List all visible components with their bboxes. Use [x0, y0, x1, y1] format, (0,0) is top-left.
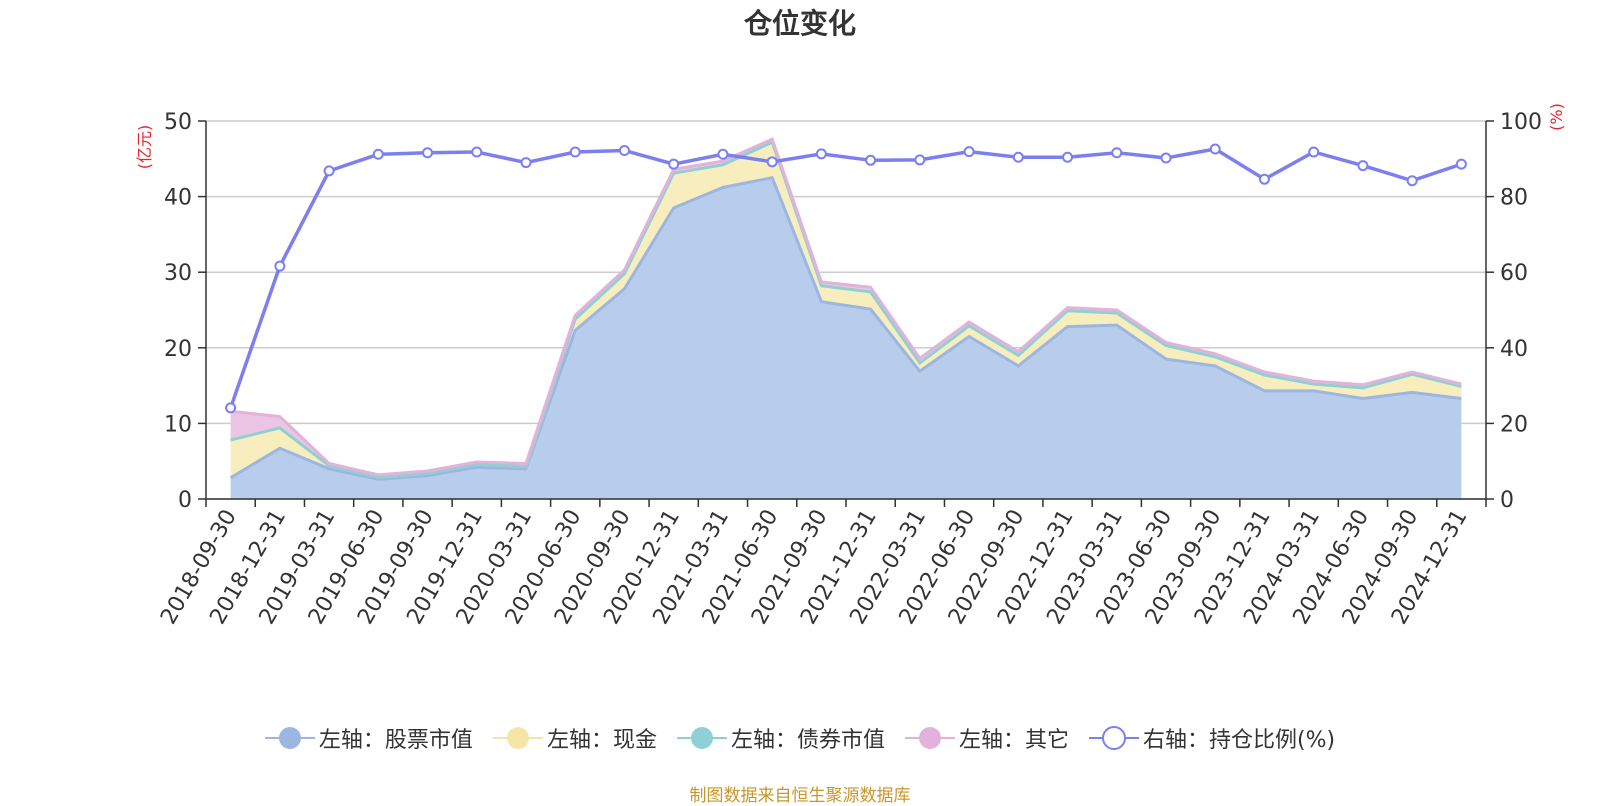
legend-circle-icon [904, 727, 955, 749]
position-ratio-point [865, 154, 877, 166]
right-tick-label: 60 [1500, 261, 1528, 286]
position-ratio-point [618, 144, 630, 156]
area-series-0 [230, 177, 1462, 499]
position-ratio-point [372, 148, 384, 160]
right-tick-label: 20 [1500, 412, 1528, 437]
legend-circle-icon [676, 727, 727, 749]
right-axis-unit: (%) [1547, 103, 1566, 131]
position-ratio-line [228, 147, 1462, 409]
position-ratio-point [569, 146, 581, 158]
position-ratio-point [471, 146, 483, 158]
right-tick-label: 40 [1500, 337, 1528, 362]
position-ratio-point [766, 156, 778, 168]
left-tick-label: 50 [164, 110, 192, 135]
position-ratio-point [422, 147, 434, 159]
legend-item[interactable]: 左轴：现金 [492, 722, 657, 754]
chart-title: 仓位变化 [743, 7, 856, 40]
legend-circle-icon [492, 727, 543, 749]
area-series-line-2 [230, 140, 1462, 479]
right-tick-label: 0 [1500, 488, 1514, 513]
position-ratio-point [1111, 147, 1123, 159]
legend-item[interactable]: 左轴：股票市值 [264, 722, 473, 754]
legend-label: 右轴：持仓比例(%) [1142, 728, 1336, 753]
position-ratio-point [1160, 152, 1172, 164]
legend-item[interactable]: 右轴：持仓比例(%) [1088, 722, 1336, 754]
legend-hollow-circle-icon [1088, 726, 1139, 750]
left-tick-label: 30 [164, 261, 192, 286]
source-note: 制图数据来自恒生聚源数据库 [689, 786, 911, 806]
legend-label: 左轴：债券市值 [730, 728, 885, 753]
area-series-line-0 [229, 175, 1462, 481]
legend: 左轴：股票市值 左轴：现金 左轴：债券市值 左轴：其它 右轴：持仓比例(%) [0, 722, 1600, 754]
position-ratio-point [1357, 160, 1369, 172]
position-ratio-point [520, 157, 532, 169]
position-ratio-point [323, 165, 335, 177]
position-ratio-point [815, 148, 827, 160]
legend-item[interactable]: 左轴：债券市值 [676, 722, 885, 754]
position-ratio-point [1209, 143, 1221, 155]
area-series-line-3 [230, 137, 1462, 477]
position-ratio-point [274, 260, 286, 272]
position-ratio-point [1308, 146, 1320, 158]
legend-label: 左轴：其它 [958, 728, 1069, 753]
legend-item[interactable]: 左轴：其它 [904, 722, 1069, 754]
position-ratio-point [963, 146, 975, 158]
position-ratio-point [225, 402, 237, 414]
right-tick-label: 100 [1500, 110, 1542, 135]
legend-label: 左轴：股票市值 [318, 728, 473, 753]
position-ratio-point [717, 148, 729, 160]
position-ratio-point [1455, 158, 1467, 170]
position-ratio-point [668, 158, 680, 170]
legend-circle-icon [264, 727, 315, 749]
left-tick-label: 40 [164, 186, 192, 211]
left-tick-label: 10 [164, 412, 192, 437]
position-ratio-point [914, 154, 926, 166]
position-ratio-point [1012, 151, 1024, 163]
legend-label: 左轴：现金 [546, 728, 657, 753]
position-ratio-point [1406, 175, 1418, 187]
left-tick-label: 0 [178, 488, 192, 513]
left-tick-label: 20 [164, 337, 192, 362]
position-ratio-point [1062, 151, 1074, 163]
position-ratio-point [1258, 173, 1270, 185]
left-axis-unit: (亿元) [135, 125, 154, 170]
right-tick-label: 80 [1500, 186, 1528, 211]
